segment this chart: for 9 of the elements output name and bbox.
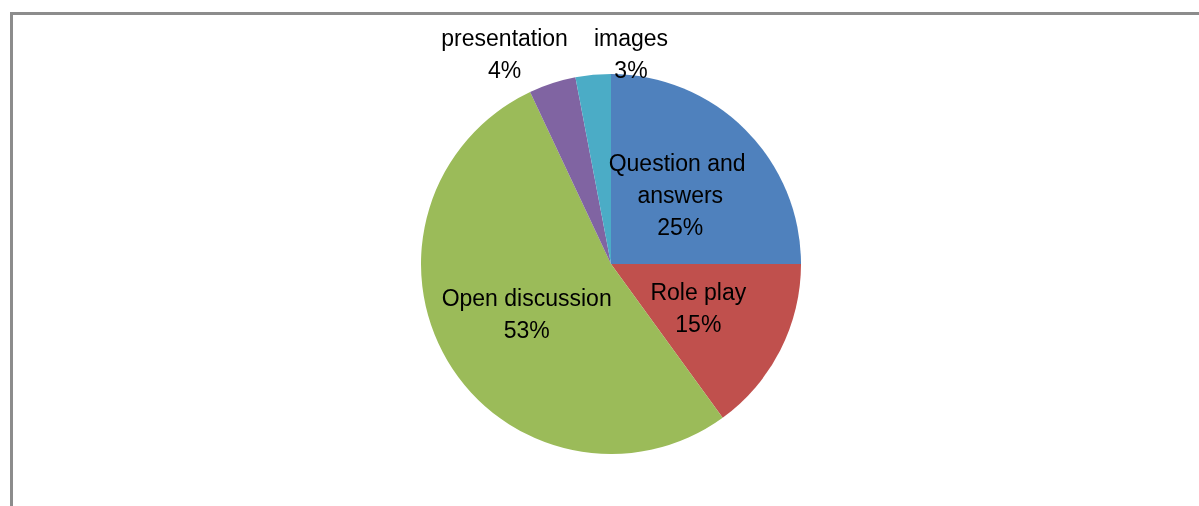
slice-label: Open discussion bbox=[441, 284, 612, 311]
slice-label: Question and answers bbox=[608, 149, 752, 208]
data-label: 25% bbox=[657, 213, 704, 240]
data-label: 53% bbox=[503, 316, 550, 343]
slice-label: Role play bbox=[650, 279, 747, 306]
data-label: 4% bbox=[487, 57, 522, 83]
data-label: 15% bbox=[675, 311, 722, 338]
slice-label: presentation bbox=[441, 25, 568, 51]
slice-label: images bbox=[593, 25, 669, 51]
